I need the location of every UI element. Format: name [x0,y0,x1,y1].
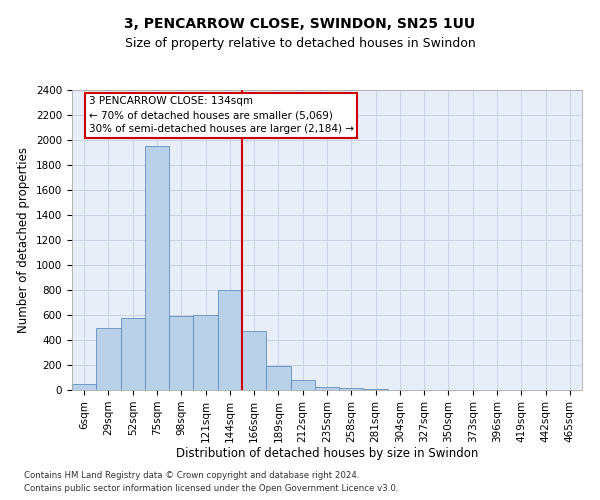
Bar [72,384,96,390]
Text: Contains HM Land Registry data © Crown copyright and database right 2024.: Contains HM Land Registry data © Crown c… [24,470,359,480]
Text: 3 PENCARROW CLOSE: 134sqm
← 70% of detached houses are smaller (5,069)
30% of se: 3 PENCARROW CLOSE: 134sqm ← 70% of detac… [89,96,353,134]
Bar [121,318,145,390]
Bar [266,366,290,390]
Bar [96,328,121,390]
Bar [315,386,339,390]
Y-axis label: Number of detached properties: Number of detached properties [17,147,31,333]
Bar [339,388,364,390]
Bar [193,315,218,390]
Bar [145,146,169,390]
Text: 3, PENCARROW CLOSE, SWINDON, SN25 1UU: 3, PENCARROW CLOSE, SWINDON, SN25 1UU [124,18,476,32]
Bar [290,380,315,390]
Bar [242,331,266,390]
Bar [169,316,193,390]
Text: Contains public sector information licensed under the Open Government Licence v3: Contains public sector information licen… [24,484,398,493]
X-axis label: Distribution of detached houses by size in Swindon: Distribution of detached houses by size … [176,448,478,460]
Bar [218,290,242,390]
Text: Size of property relative to detached houses in Swindon: Size of property relative to detached ho… [125,38,475,51]
